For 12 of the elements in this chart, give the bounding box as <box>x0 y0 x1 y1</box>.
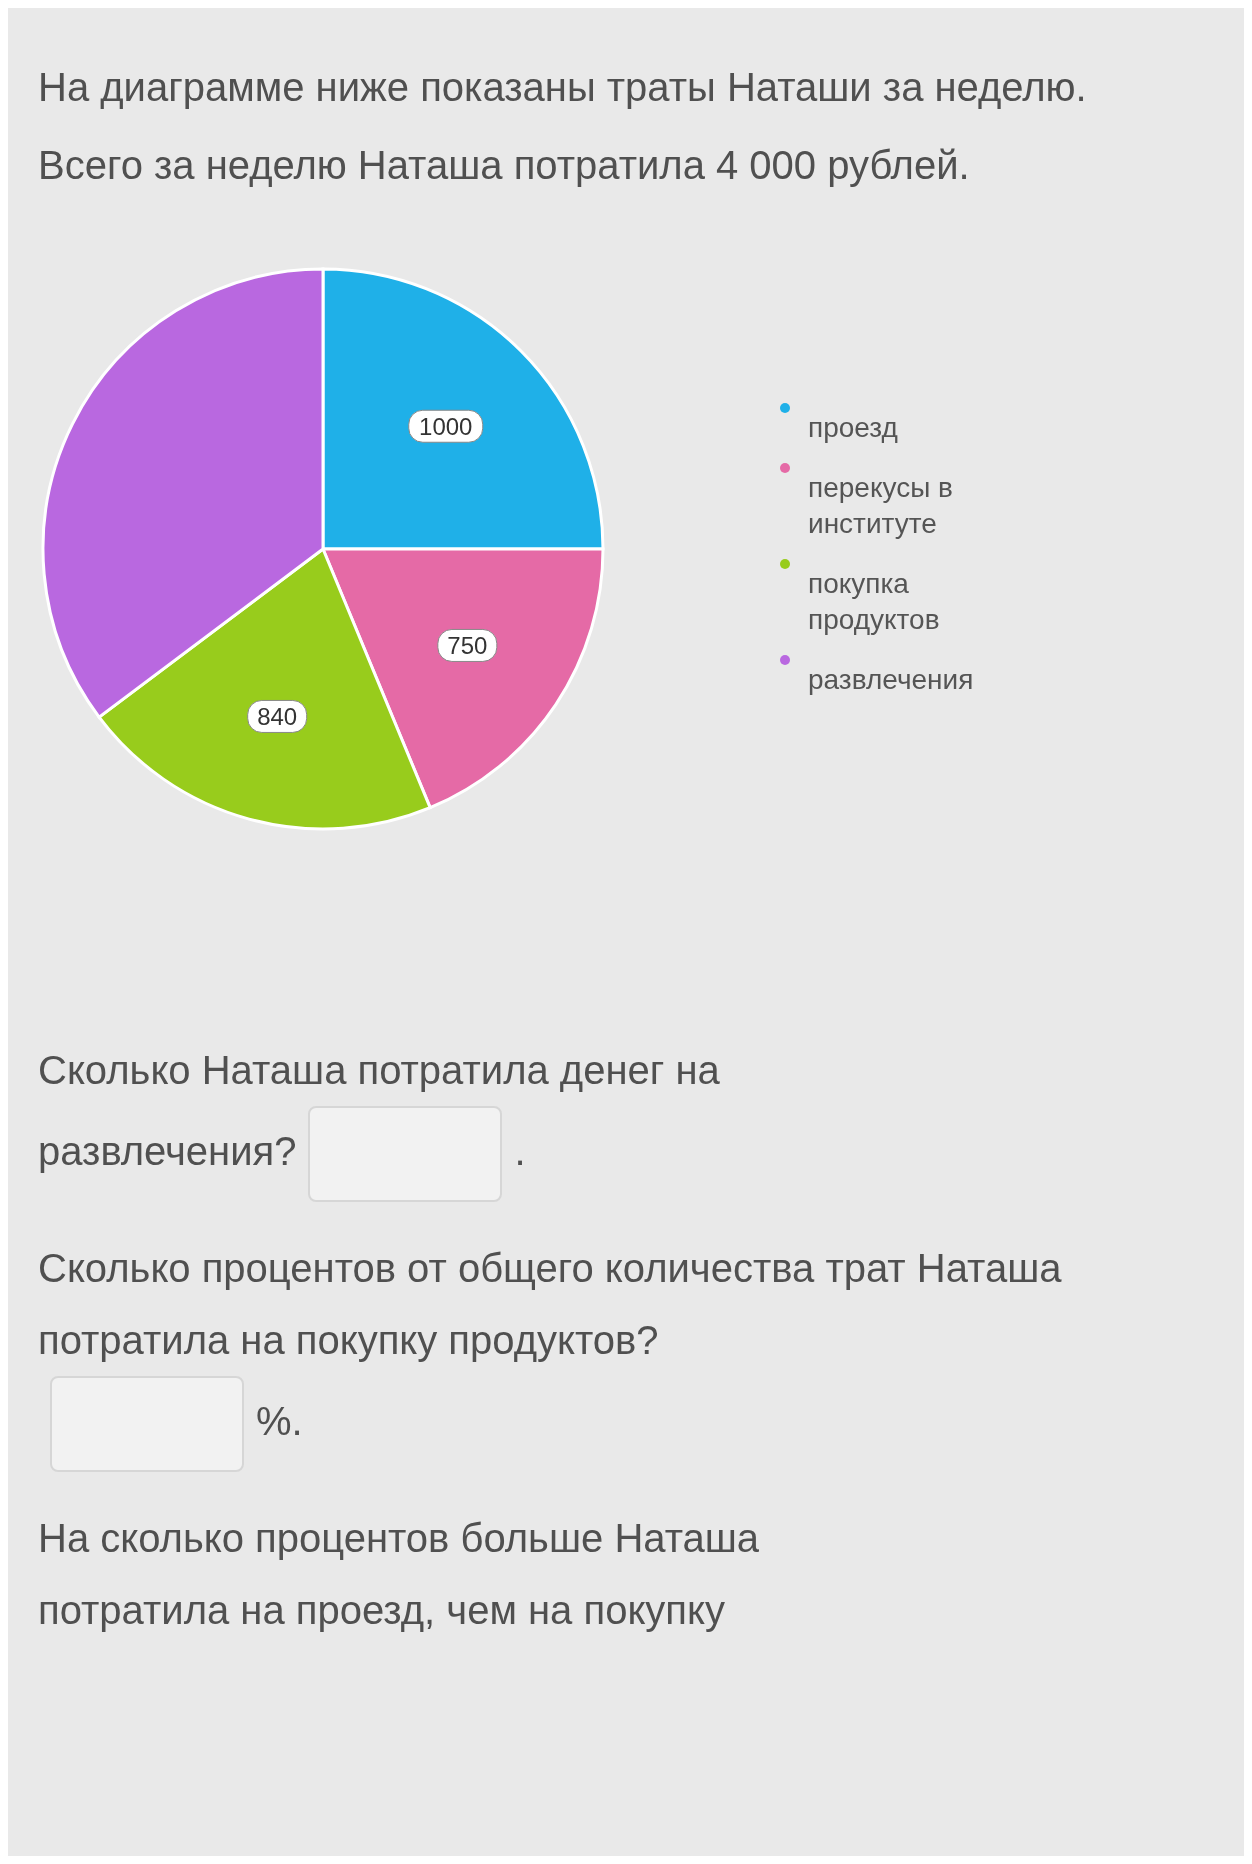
legend-label: развлечения <box>808 663 975 697</box>
legend-label: проезд <box>808 411 899 445</box>
text: . <box>514 1128 526 1173</box>
legend-label: перекусы в институте <box>808 471 954 541</box>
text: Сколько процентов от общего количества трат Наташа потратила на покупку продуктов? <box>38 1246 1062 1362</box>
text: %. <box>256 1398 303 1443</box>
chart-title: На диаграмме ниже показаны траты Наташи за неделю. Всего за неделю Наташа потратила 4 000 рублей. <box>38 64 1088 189</box>
data-label: 1000 <box>419 412 473 440</box>
data-label: 750 <box>447 631 488 659</box>
data-label: 840 <box>257 702 298 730</box>
text: На сколько процентов больше Наташа потратила на проезд, чем на покупку <box>38 1515 761 1634</box>
legend-label: покупка продуктов <box>808 567 941 637</box>
